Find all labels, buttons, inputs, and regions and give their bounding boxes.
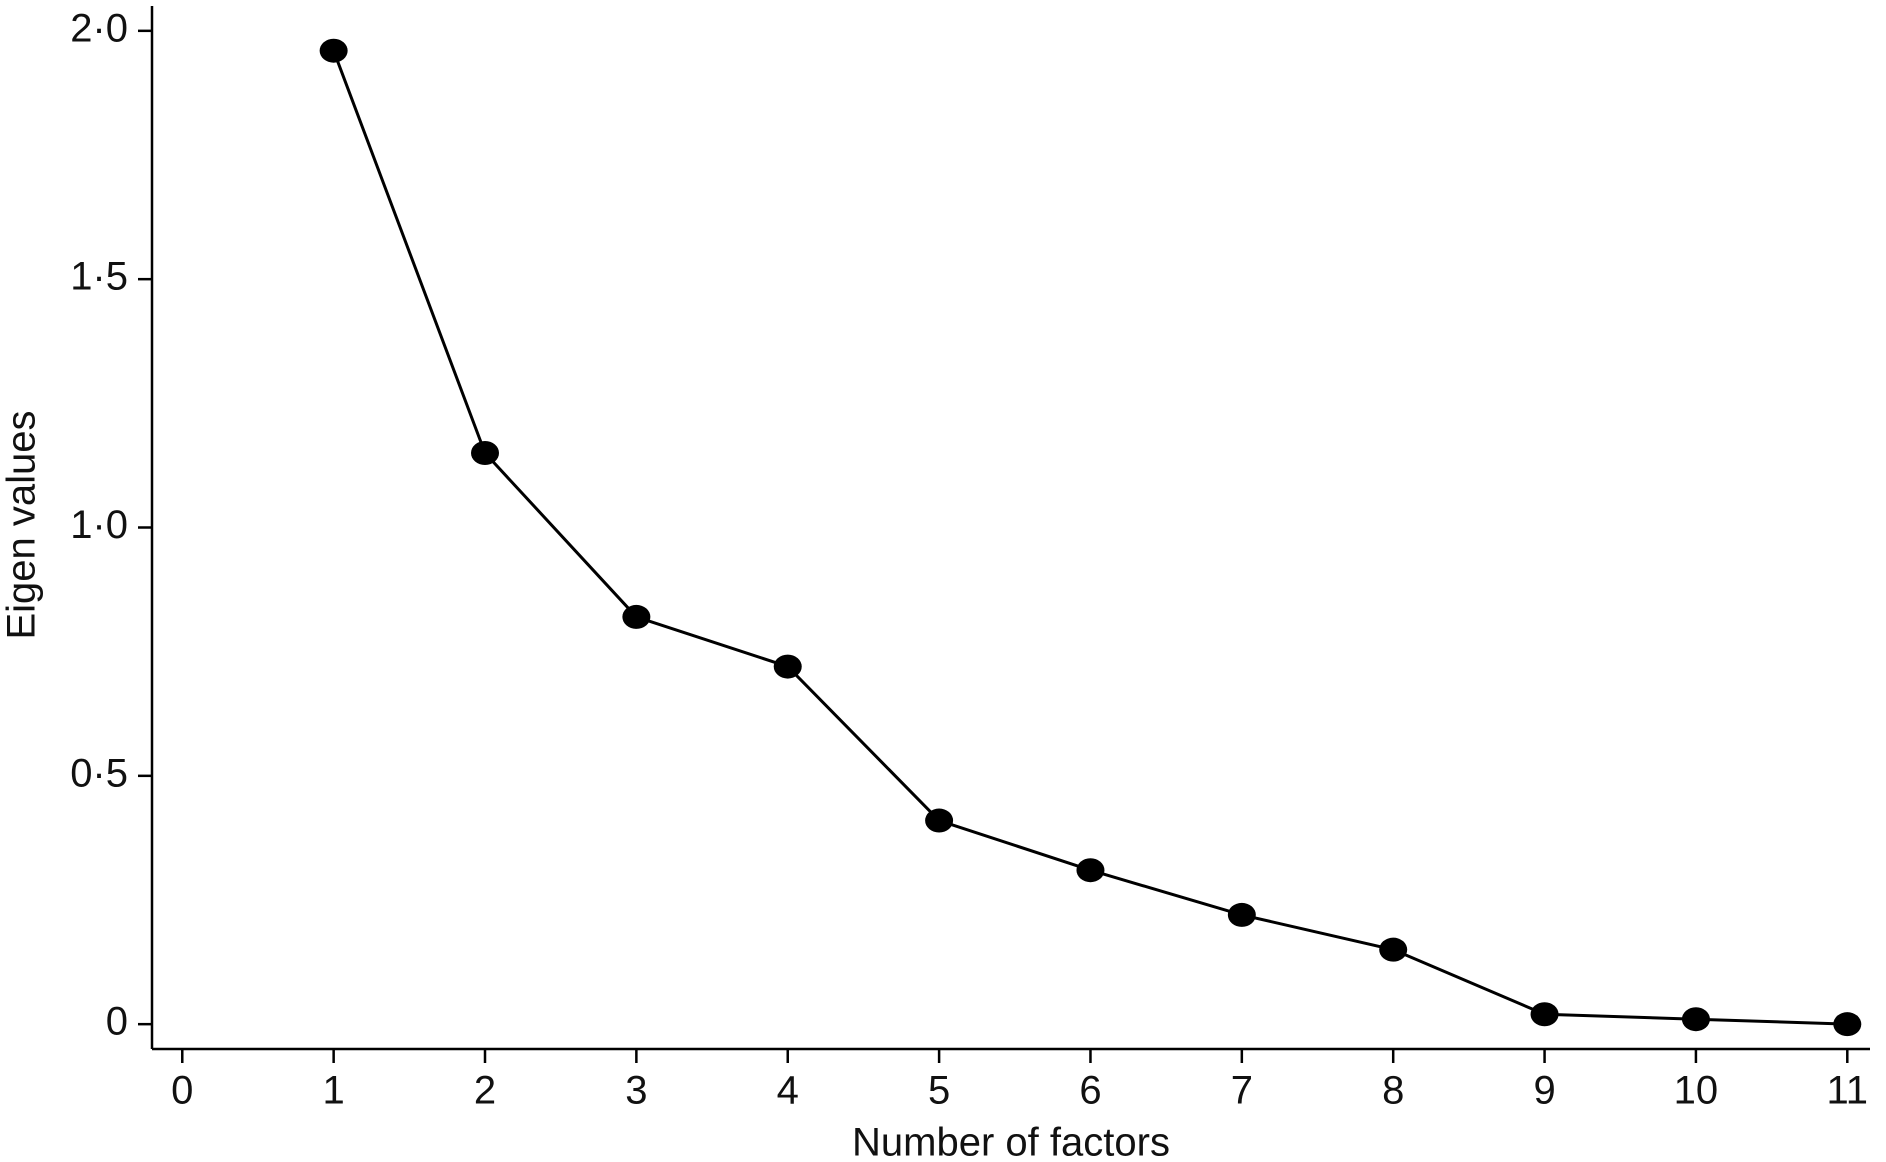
data-point bbox=[1076, 858, 1105, 883]
x-tick-label: 4 bbox=[777, 1069, 799, 1113]
y-tick-label: 1·5 bbox=[70, 255, 128, 299]
data-point bbox=[1833, 1012, 1862, 1037]
x-tick-label: 11 bbox=[1827, 1069, 1869, 1113]
y-axis-title: Eigen values bbox=[0, 410, 44, 639]
data-point bbox=[1530, 1002, 1559, 1027]
x-tick-label: 5 bbox=[928, 1069, 950, 1113]
x-tick-label: 1 bbox=[323, 1069, 345, 1113]
x-tick-label: 0 bbox=[171, 1069, 193, 1113]
data-point bbox=[925, 808, 954, 833]
data-point bbox=[1681, 1007, 1710, 1032]
data-point bbox=[319, 38, 348, 63]
data-point bbox=[622, 604, 651, 629]
x-tick-label: 7 bbox=[1231, 1069, 1253, 1113]
x-tick-label: 6 bbox=[1079, 1069, 1101, 1113]
x-tick-label: 10 bbox=[1674, 1069, 1719, 1113]
x-tick-label: 9 bbox=[1533, 1069, 1555, 1113]
y-tick-label: 1·0 bbox=[70, 503, 128, 547]
x-tick-label: 2 bbox=[474, 1069, 496, 1113]
x-tick-label: 3 bbox=[625, 1069, 647, 1113]
x-tick-label: 8 bbox=[1382, 1069, 1404, 1113]
y-tick-label: 0·5 bbox=[70, 751, 128, 795]
y-tick-label: 0 bbox=[106, 1000, 128, 1044]
data-point bbox=[773, 654, 802, 679]
x-axis-title: Number of factors bbox=[852, 1121, 1170, 1162]
data-point bbox=[1379, 937, 1408, 962]
data-point bbox=[1227, 902, 1256, 927]
y-tick-label: 2·0 bbox=[70, 6, 128, 50]
data-point bbox=[471, 441, 500, 465]
